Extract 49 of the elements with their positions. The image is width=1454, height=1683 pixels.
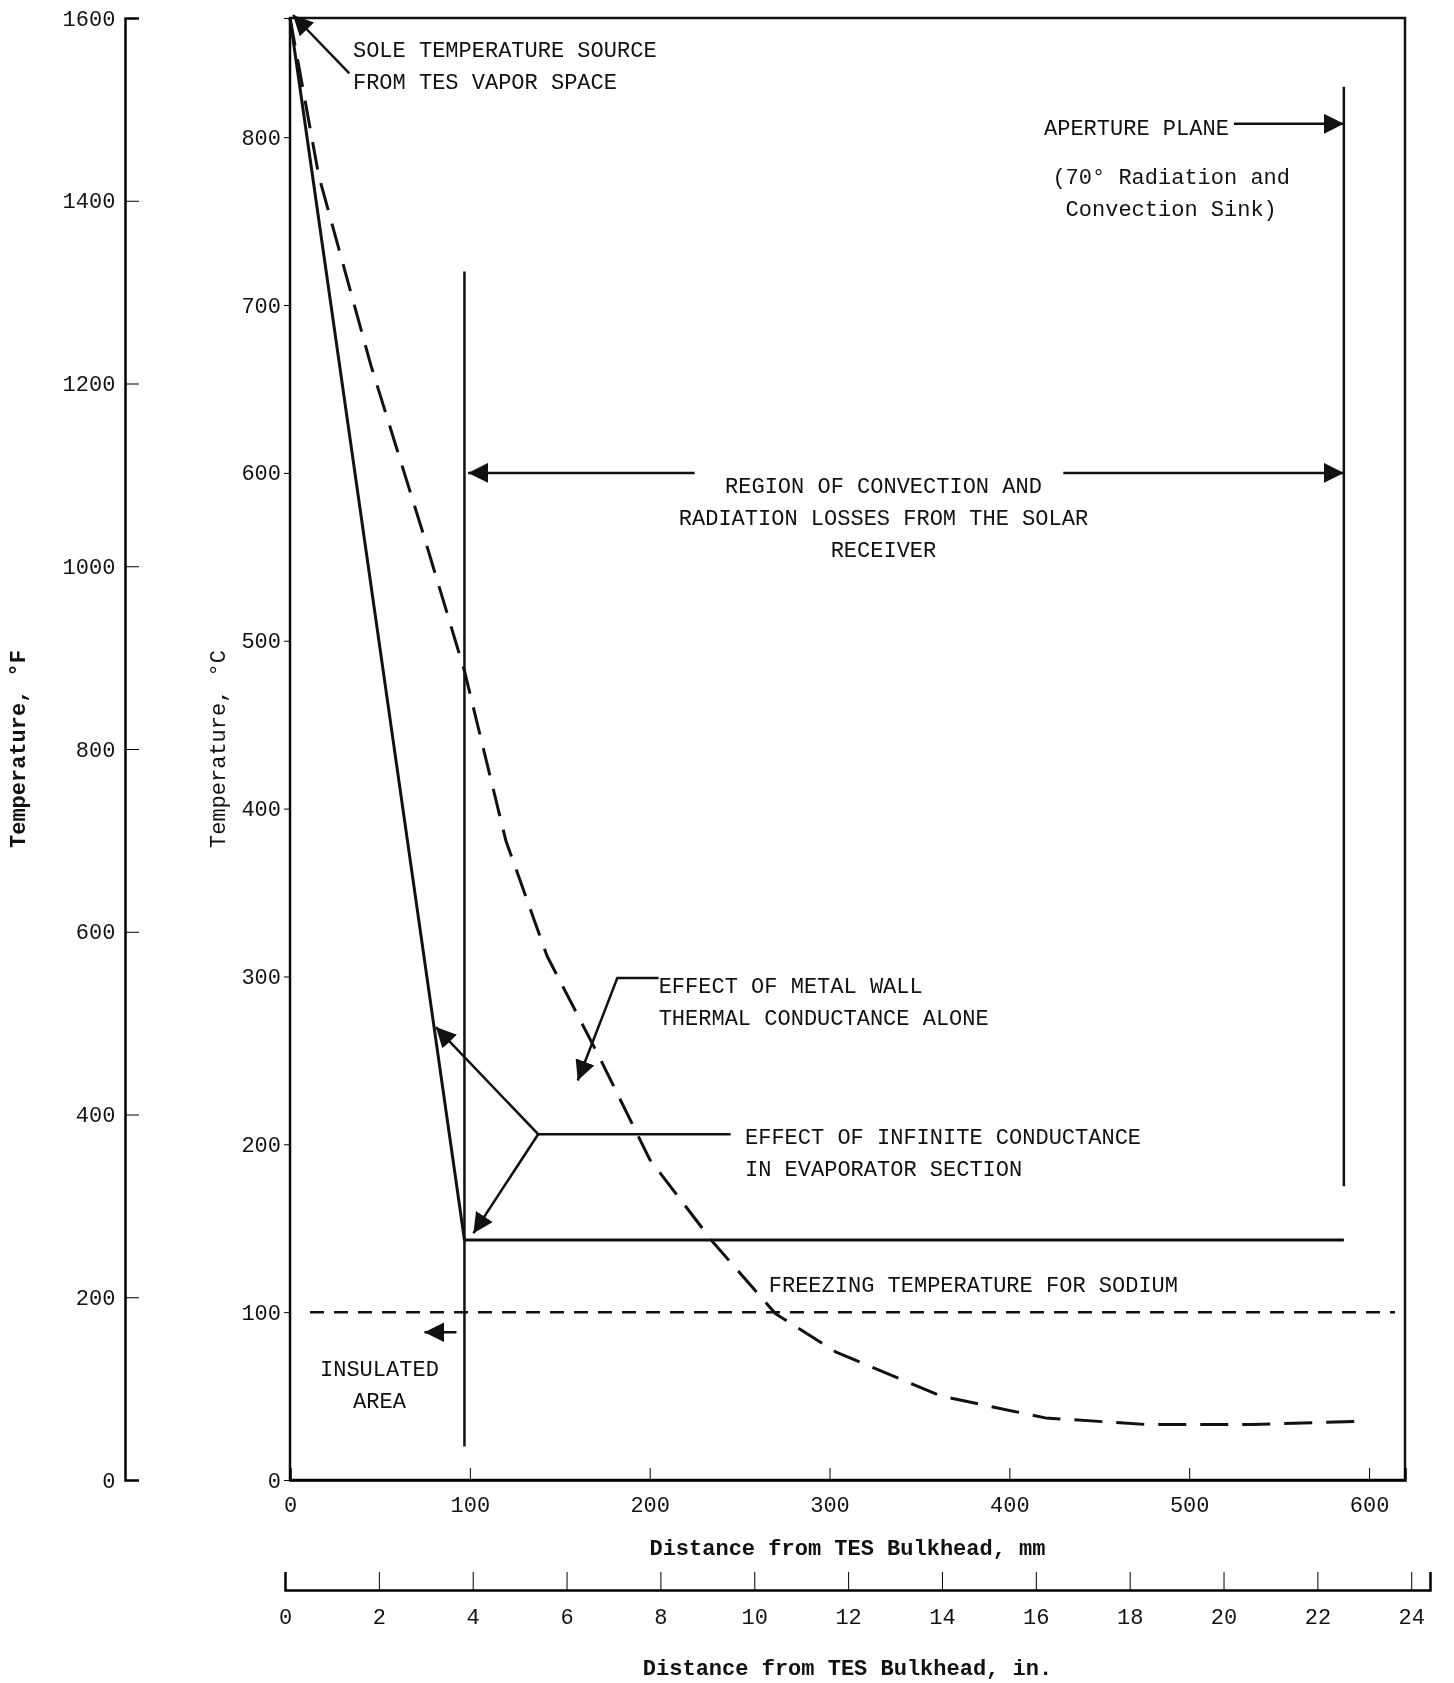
annotation: REGION OF CONVECTION AND RADIATION LOSSES FROM THE SOLAR RECEIVER <box>678 475 1089 564</box>
y2-tick-label: 200 <box>75 1286 116 1312</box>
x2-tick-label: 6 <box>560 1606 574 1631</box>
y-tick-label: 100 <box>241 1301 281 1327</box>
y2-tick-label: 1000 <box>62 555 116 581</box>
y2-tick-label: 600 <box>75 921 116 947</box>
x2-tick-label: 12 <box>835 1606 862 1631</box>
x-tick-label: 100 <box>450 1493 491 1519</box>
x-tick-label: 400 <box>990 1493 1030 1519</box>
ref-line-label: INSULATED AREA <box>320 1357 439 1415</box>
y2-axis-title: Temperature, °F <box>7 649 32 849</box>
x2-tick-label: 24 <box>1398 1606 1425 1631</box>
y-axis-title: Temperature, °C <box>207 649 232 849</box>
y-tick-label: 300 <box>241 965 281 991</box>
x2-tick-label: 20 <box>1210 1606 1238 1631</box>
x2-tick-label: 4 <box>466 1606 480 1631</box>
annotation: (70° Radiation and Convection Sink) <box>1052 166 1291 224</box>
y-tick-label: 600 <box>241 462 281 488</box>
ref-line-label: FREEZING TEMPERATURE FOR SODIUM <box>768 1274 1179 1300</box>
y2-tick-label: 1200 <box>62 373 116 399</box>
x-tick-label: 500 <box>1169 1493 1210 1519</box>
annotation: EFFECT OF INFINITE CONDUCTANCE IN EVAPORATOR SECTION <box>744 1126 1142 1184</box>
ref-line-label: APERTURE PLANE <box>1044 117 1229 143</box>
annotation: EFFECT OF METAL WALL THERMAL CONDUCTANCE ALONE <box>658 975 989 1033</box>
y-tick-label: 700 <box>241 294 281 320</box>
x-tick-label: 200 <box>630 1493 670 1519</box>
y2-tick-label: 800 <box>75 738 116 764</box>
x2-tick-label: 16 <box>1023 1606 1050 1631</box>
x-tick-label: 600 <box>1349 1493 1390 1519</box>
x2-tick-label: 18 <box>1116 1606 1144 1631</box>
y-tick-label: 0 <box>267 1469 281 1495</box>
y-tick-label: 200 <box>241 1133 281 1159</box>
x-tick-label: 300 <box>810 1493 850 1519</box>
x2-tick-label: 10 <box>741 1606 768 1631</box>
annotation: SOLE TEMPERATURE SOURCE FROM TES VAPOR SPACE <box>352 38 657 96</box>
x2-tick-label: 14 <box>929 1606 956 1631</box>
y2-tick-label: 400 <box>75 1104 116 1130</box>
y2-tick-label: 0 <box>102 1469 116 1495</box>
y2-tick-label: 1600 <box>62 7 116 33</box>
x2-axis-title: Distance from TES Bulkhead, in. <box>642 1657 1053 1682</box>
x2-tick-label: 8 <box>654 1606 668 1631</box>
x-axis-title: Distance from TES Bulkhead, mm <box>649 1537 1046 1562</box>
x2-tick-label: 22 <box>1304 1606 1332 1631</box>
y-tick-label: 800 <box>241 126 281 152</box>
y-tick-label: 500 <box>241 630 281 656</box>
y-tick-label: 400 <box>241 798 281 824</box>
x2-tick-label: 2 <box>372 1606 386 1631</box>
x-tick-label: 0 <box>283 1493 298 1519</box>
y2-tick-label: 1400 <box>62 190 116 216</box>
